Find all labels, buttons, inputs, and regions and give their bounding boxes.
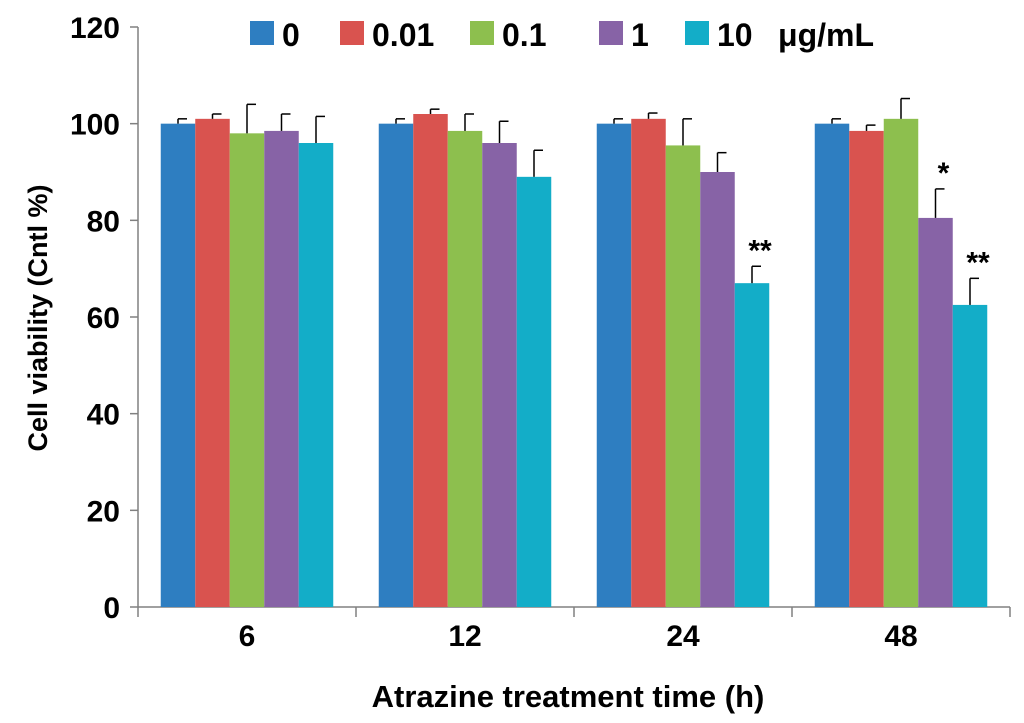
bar bbox=[378, 123, 414, 608]
bar bbox=[447, 130, 483, 607]
bar bbox=[229, 133, 265, 608]
y-tick-label: 120 bbox=[70, 12, 120, 45]
bars bbox=[160, 114, 988, 608]
error-bars bbox=[177, 97, 979, 305]
x-tick-label: 6 bbox=[239, 620, 256, 653]
legend-swatch bbox=[340, 21, 364, 45]
legend-unit: μg/mL bbox=[778, 17, 874, 53]
x-tick-label: 24 bbox=[666, 620, 700, 653]
bar bbox=[883, 118, 919, 607]
bar bbox=[734, 283, 770, 607]
bar bbox=[264, 130, 299, 607]
bar bbox=[195, 118, 230, 607]
legend: 0 0.01 0.1 1 10 μg/mL bbox=[250, 17, 874, 53]
x-tick-label: 48 bbox=[884, 620, 917, 653]
legend-label: 0 bbox=[282, 17, 300, 53]
legend-swatch bbox=[599, 21, 623, 45]
legend-swatch bbox=[250, 21, 274, 45]
bar bbox=[700, 172, 735, 607]
bar bbox=[298, 143, 334, 607]
y-tick-label: 20 bbox=[87, 495, 120, 528]
legend-label: 1 bbox=[631, 17, 649, 53]
bar bbox=[160, 123, 196, 608]
bar bbox=[482, 143, 517, 607]
y-tick-label: 0 bbox=[103, 592, 120, 625]
bar bbox=[631, 118, 666, 607]
bar bbox=[596, 123, 632, 608]
legend-label: 10 bbox=[717, 17, 753, 53]
significance-annotations: ***** bbox=[748, 157, 990, 279]
legend-label: 0.01 bbox=[372, 17, 434, 53]
y-tick-label: 80 bbox=[87, 205, 120, 238]
legend-swatch bbox=[470, 21, 494, 45]
bar bbox=[849, 130, 884, 607]
bar bbox=[952, 304, 988, 607]
y-tick-label: 60 bbox=[87, 302, 120, 335]
legend-label: 0.1 bbox=[502, 17, 546, 53]
legend-swatch bbox=[685, 21, 709, 45]
bar bbox=[516, 176, 552, 608]
x-tick-label: 12 bbox=[448, 620, 481, 653]
y-tick-label: 40 bbox=[87, 399, 120, 432]
significance-marker: * bbox=[938, 157, 950, 190]
significance-marker: ** bbox=[966, 246, 990, 279]
bar bbox=[413, 114, 448, 607]
x-axis-label: Atrazine treatment time (h) bbox=[372, 679, 765, 714]
y-tick-label: 100 bbox=[70, 109, 120, 142]
bar bbox=[665, 145, 701, 607]
significance-marker: ** bbox=[748, 234, 772, 267]
bar bbox=[814, 123, 850, 608]
y-axis-label: Cell viability (Cntl %) bbox=[23, 184, 53, 451]
bar bbox=[918, 217, 953, 607]
